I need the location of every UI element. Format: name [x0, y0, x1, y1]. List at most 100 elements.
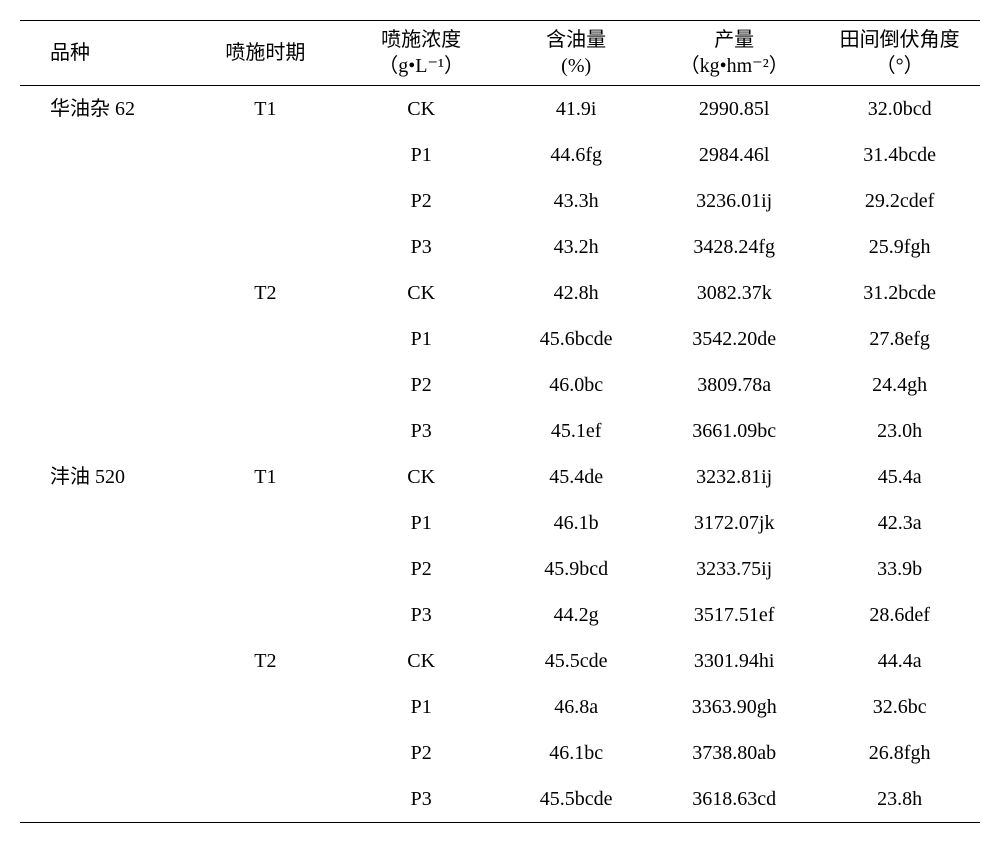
cell-angle: 23.8h: [819, 776, 980, 823]
cell-yield: 3236.01ij: [649, 178, 819, 224]
data-table: 品种 喷施时期 喷施浓度 （g•L⁻¹） 含油量 (%) 产量 （kg•hm⁻²…: [20, 20, 980, 823]
cell-period: [192, 408, 340, 454]
cell-variety: 沣油 520: [20, 454, 192, 500]
cell-yield: 3661.09bc: [649, 408, 819, 454]
header-angle: 田间倒伏角度 （°）: [819, 21, 980, 86]
header-concentration: 喷施浓度 （g•L⁻¹）: [339, 21, 503, 86]
cell-variety: [20, 500, 192, 546]
header-yield-line2: （kg•hm⁻²）: [680, 55, 789, 77]
cell-oil: 46.8a: [503, 684, 649, 730]
cell-yield: 3172.07jk: [649, 500, 819, 546]
cell-oil: 43.3h: [503, 178, 649, 224]
cell-yield: 3517.51ef: [649, 592, 819, 638]
cell-concentration: CK: [339, 86, 503, 133]
cell-oil: 46.0bc: [503, 362, 649, 408]
header-conc-line1: 喷施浓度: [381, 29, 461, 51]
cell-variety: [20, 546, 192, 592]
cell-angle: 25.9fgh: [819, 224, 980, 270]
cell-variety: [20, 592, 192, 638]
cell-period: [192, 684, 340, 730]
cell-oil: 44.2g: [503, 592, 649, 638]
table-row: T2CK42.8h3082.37k31.2bcde: [20, 270, 980, 316]
header-conc-line2: （g•L⁻¹）: [378, 55, 464, 77]
table-row: P146.8a3363.90gh32.6bc: [20, 684, 980, 730]
table-row: P345.1ef3661.09bc23.0h: [20, 408, 980, 454]
table-row: P246.1bc3738.80ab26.8fgh: [20, 730, 980, 776]
cell-angle: 31.2bcde: [819, 270, 980, 316]
table-row: P343.2h3428.24fg25.9fgh: [20, 224, 980, 270]
table-row: 华油杂 62T1CK41.9i2990.85l32.0bcd: [20, 86, 980, 133]
cell-period: [192, 500, 340, 546]
cell-period: T1: [192, 86, 340, 133]
table-row: P344.2g3517.51ef28.6def: [20, 592, 980, 638]
cell-yield: 3809.78a: [649, 362, 819, 408]
cell-variety: [20, 684, 192, 730]
cell-variety: [20, 362, 192, 408]
cell-concentration: P1: [339, 132, 503, 178]
cell-concentration: P2: [339, 730, 503, 776]
cell-angle: 42.3a: [819, 500, 980, 546]
cell-oil: 43.2h: [503, 224, 649, 270]
table-row: T2CK45.5cde3301.94hi44.4a: [20, 638, 980, 684]
cell-oil: 45.4de: [503, 454, 649, 500]
cell-period: [192, 546, 340, 592]
cell-period: [192, 362, 340, 408]
cell-angle: 31.4bcde: [819, 132, 980, 178]
table-row: P146.1b3172.07jk42.3a: [20, 500, 980, 546]
cell-variety: [20, 270, 192, 316]
cell-angle: 32.0bcd: [819, 86, 980, 133]
cell-yield: 3232.81ij: [649, 454, 819, 500]
cell-concentration: P3: [339, 224, 503, 270]
cell-variety: [20, 638, 192, 684]
header-angle-line1: 田间倒伏角度: [840, 29, 960, 51]
cell-angle: 23.0h: [819, 408, 980, 454]
cell-yield: 3301.94hi: [649, 638, 819, 684]
cell-oil: 42.8h: [503, 270, 649, 316]
table-row: P245.9bcd3233.75ij33.9b: [20, 546, 980, 592]
cell-period: [192, 776, 340, 823]
cell-concentration: CK: [339, 270, 503, 316]
table-row: P144.6fg2984.46l31.4bcde: [20, 132, 980, 178]
cell-concentration: CK: [339, 638, 503, 684]
cell-period: [192, 316, 340, 362]
cell-oil: 45.9bcd: [503, 546, 649, 592]
cell-period: [192, 730, 340, 776]
cell-variety: [20, 316, 192, 362]
cell-period: [192, 132, 340, 178]
cell-yield: 3082.37k: [649, 270, 819, 316]
header-angle-line2: （°）: [876, 55, 924, 77]
cell-concentration: P3: [339, 592, 503, 638]
cell-period: [192, 224, 340, 270]
cell-concentration: CK: [339, 454, 503, 500]
cell-angle: 27.8efg: [819, 316, 980, 362]
cell-concentration: P3: [339, 776, 503, 823]
table-row: 沣油 520T1CK45.4de3232.81ij45.4a: [20, 454, 980, 500]
header-row: 品种 喷施时期 喷施浓度 （g•L⁻¹） 含油量 (%) 产量 （kg•hm⁻²…: [20, 21, 980, 86]
cell-period: T2: [192, 638, 340, 684]
cell-period: T1: [192, 454, 340, 500]
cell-angle: 24.4gh: [819, 362, 980, 408]
cell-oil: 45.5cde: [503, 638, 649, 684]
cell-angle: 28.6def: [819, 592, 980, 638]
cell-variety: 华油杂 62: [20, 86, 192, 133]
cell-oil: 45.5bcde: [503, 776, 649, 823]
cell-oil: 45.1ef: [503, 408, 649, 454]
table-body: 华油杂 62T1CK41.9i2990.85l32.0bcdP144.6fg29…: [20, 86, 980, 823]
header-oil-line1: 含油量: [546, 29, 606, 51]
cell-concentration: P1: [339, 500, 503, 546]
cell-oil: 41.9i: [503, 86, 649, 133]
cell-oil: 46.1bc: [503, 730, 649, 776]
cell-variety: [20, 224, 192, 270]
cell-concentration: P2: [339, 178, 503, 224]
header-yield: 产量 （kg•hm⁻²）: [649, 21, 819, 86]
cell-period: [192, 592, 340, 638]
cell-angle: 32.6bc: [819, 684, 980, 730]
table-row: P145.6bcde3542.20de27.8efg: [20, 316, 980, 362]
cell-oil: 46.1b: [503, 500, 649, 546]
cell-yield: 2984.46l: [649, 132, 819, 178]
header-oil-line2: (%): [561, 55, 591, 77]
cell-concentration: P2: [339, 546, 503, 592]
table-row: P345.5bcde3618.63cd23.8h: [20, 776, 980, 823]
header-variety: 品种: [20, 21, 192, 86]
cell-concentration: P2: [339, 362, 503, 408]
